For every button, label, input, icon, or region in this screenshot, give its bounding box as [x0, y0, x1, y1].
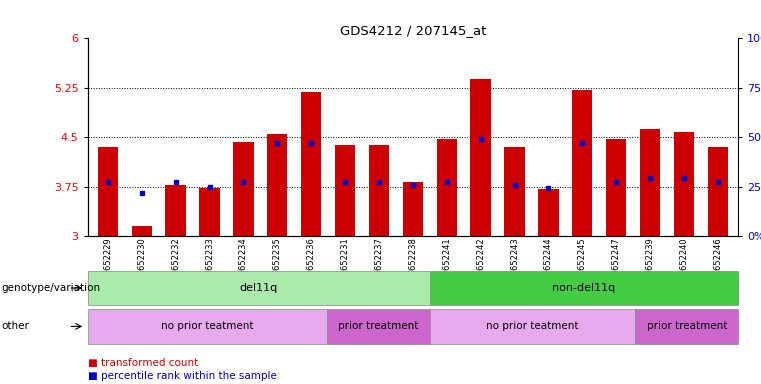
Text: other: other [2, 321, 30, 331]
Text: no prior teatment: no prior teatment [161, 321, 253, 331]
Bar [233, 142, 253, 236]
Bar [470, 79, 491, 236]
Title: GDS4212 / 207145_at: GDS4212 / 207145_at [339, 24, 486, 37]
Bar [267, 134, 288, 236]
Bar [369, 145, 389, 236]
Text: ■ transformed count: ■ transformed count [88, 358, 198, 368]
Bar [640, 129, 661, 236]
Bar [301, 93, 321, 236]
Text: prior treatment: prior treatment [339, 321, 419, 331]
Bar [538, 189, 559, 236]
Bar [572, 90, 593, 236]
Text: del11q: del11q [240, 283, 278, 293]
Bar [165, 185, 186, 236]
Bar [335, 145, 355, 236]
Text: non-del11q: non-del11q [552, 283, 616, 293]
Bar [132, 226, 152, 236]
Bar [97, 147, 118, 236]
Bar [606, 139, 626, 236]
Bar [199, 188, 220, 236]
Bar [505, 147, 524, 236]
Bar [708, 147, 728, 236]
Text: ■ percentile rank within the sample: ■ percentile rank within the sample [88, 371, 276, 381]
Text: genotype/variation: genotype/variation [2, 283, 100, 293]
Text: prior treatment: prior treatment [647, 321, 727, 331]
Bar [673, 132, 694, 236]
Bar [403, 182, 423, 236]
Text: no prior teatment: no prior teatment [486, 321, 579, 331]
Bar [437, 139, 457, 236]
